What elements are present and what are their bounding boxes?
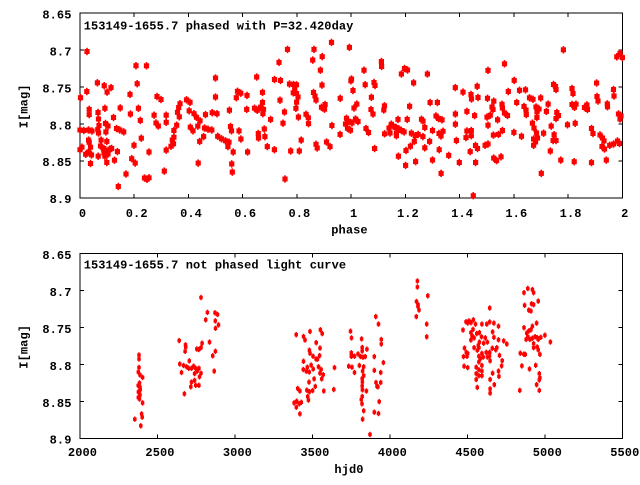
svg-text:0.6: 0.6 [234,207,256,221]
svg-text:I[mag]: I[mag] [18,84,32,128]
svg-text:8.75: 8.75 [42,323,71,337]
svg-text:hjd0: hjd0 [334,463,363,477]
svg-text:8.85: 8.85 [42,156,71,170]
svg-text:8.8: 8.8 [50,360,72,374]
svg-text:1: 1 [350,207,357,221]
svg-text:8.65: 8.65 [42,249,71,263]
svg-text:4500: 4500 [455,446,484,460]
svg-text:0.8: 0.8 [288,207,310,221]
svg-text:phase: phase [331,224,367,238]
svg-text:8.7: 8.7 [50,45,72,59]
svg-text:3500: 3500 [300,446,329,460]
svg-text:1.4: 1.4 [451,207,473,221]
svg-text:0.4: 0.4 [180,207,202,221]
svg-text:2: 2 [621,207,628,221]
svg-text:8.65: 8.65 [42,9,71,23]
svg-text:8.85: 8.85 [42,397,71,411]
svg-text:5500: 5500 [610,446,639,460]
svg-text:2500: 2500 [145,446,174,460]
svg-text:2000: 2000 [68,446,97,460]
svg-text:1.6: 1.6 [505,207,527,221]
svg-text:1.2: 1.2 [397,207,419,221]
svg-text:0.2: 0.2 [126,207,148,221]
svg-text:8.9: 8.9 [50,434,72,448]
svg-text:153149-1655.7 phased with P=32: 153149-1655.7 phased with P=32.420day [84,20,354,34]
svg-text:I[mag]: I[mag] [18,325,32,369]
svg-text:3000: 3000 [223,446,252,460]
svg-text:8.8: 8.8 [50,119,72,133]
svg-text:1.8: 1.8 [560,207,582,221]
svg-text:4000: 4000 [378,446,407,460]
svg-text:5000: 5000 [533,446,562,460]
svg-text:153149-1655.7 not phased light: 153149-1655.7 not phased light curve [84,259,346,273]
svg-text:8.75: 8.75 [42,82,71,96]
svg-text:8.9: 8.9 [50,193,72,207]
svg-text:8.7: 8.7 [50,286,72,300]
svg-text:0: 0 [79,207,86,221]
